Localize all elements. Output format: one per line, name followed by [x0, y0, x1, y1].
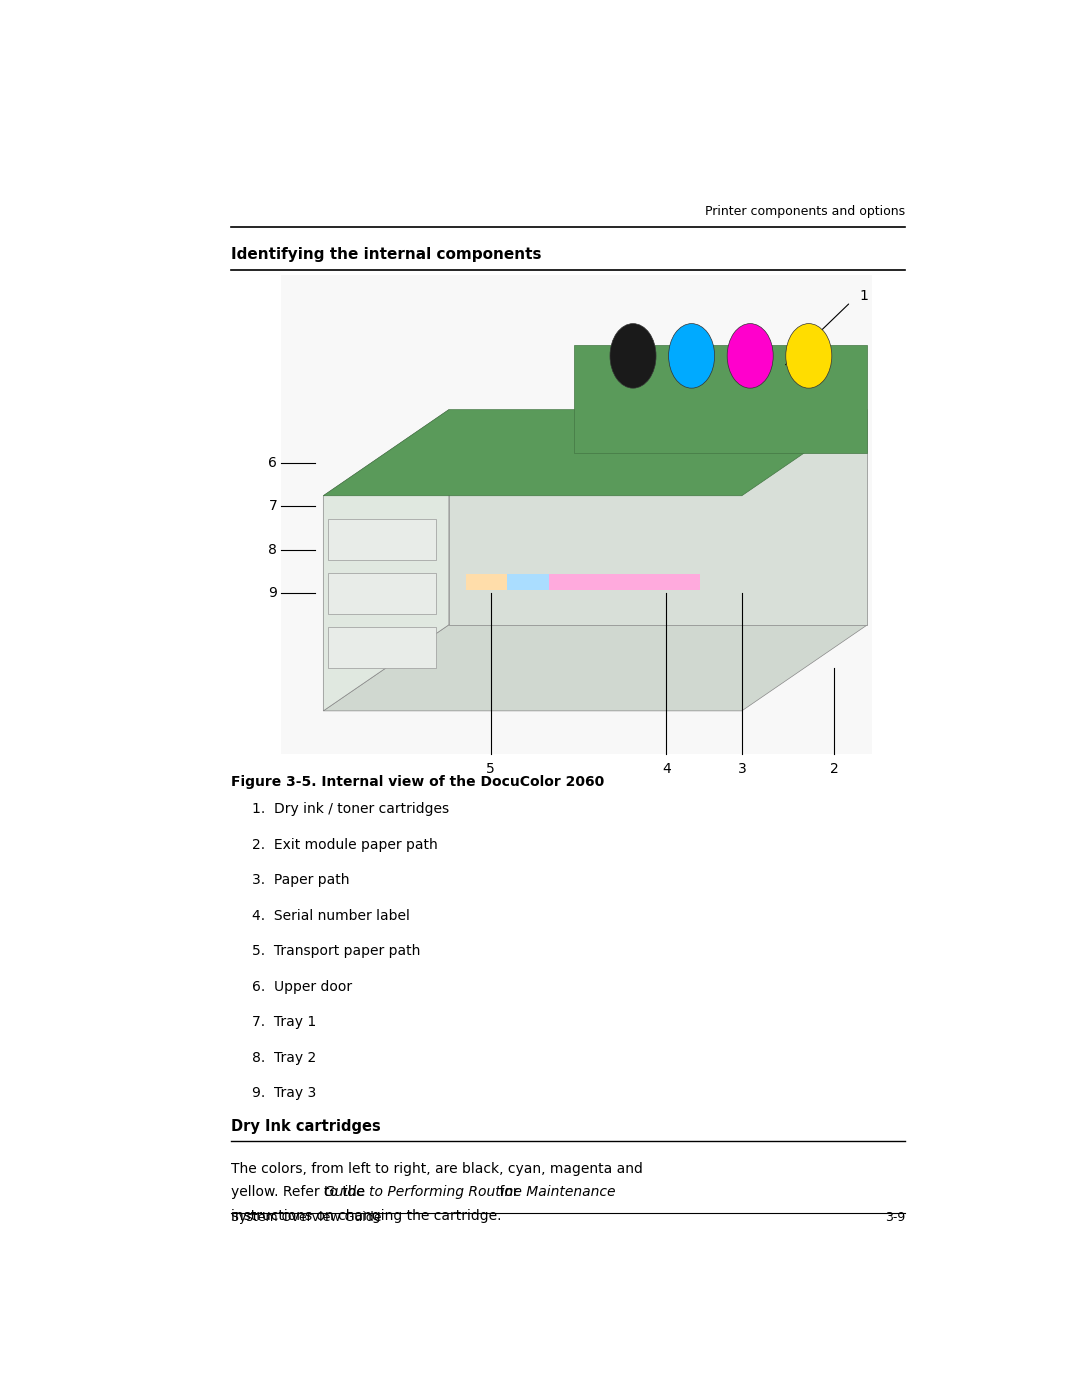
Text: Dry Ink cartridges: Dry Ink cartridges	[231, 1119, 381, 1133]
Text: 5.  Transport paper path: 5. Transport paper path	[253, 944, 420, 958]
Text: Printer components and options: Printer components and options	[705, 205, 905, 218]
Text: instructions on changing the cartridge.: instructions on changing the cartridge.	[231, 1208, 502, 1222]
Text: 3.  Paper path: 3. Paper path	[253, 873, 350, 887]
Text: 1.  Dry ink / toner cartridges: 1. Dry ink / toner cartridges	[253, 802, 449, 816]
Text: 4.  Serial number label: 4. Serial number label	[253, 909, 410, 923]
Ellipse shape	[669, 324, 715, 388]
Polygon shape	[449, 409, 867, 624]
Polygon shape	[323, 409, 867, 496]
Text: Figure 3-5. Internal view of the DocuColor 2060: Figure 3-5. Internal view of the DocuCol…	[231, 775, 605, 789]
Bar	[282, 275, 872, 754]
Text: 9.  Tray 3: 9. Tray 3	[253, 1087, 316, 1101]
Text: for: for	[495, 1185, 518, 1199]
Text: Identifying the internal components: Identifying the internal components	[231, 247, 542, 263]
Bar	[327, 520, 436, 560]
Text: 7: 7	[269, 500, 278, 514]
Ellipse shape	[786, 324, 832, 388]
Polygon shape	[575, 345, 867, 453]
Text: 1: 1	[859, 289, 868, 303]
Bar	[327, 573, 436, 615]
Polygon shape	[323, 409, 449, 711]
Text: 3: 3	[738, 763, 746, 777]
Text: yellow. Refer to the: yellow. Refer to the	[231, 1185, 369, 1199]
Text: 7.  Tray 1: 7. Tray 1	[253, 1016, 316, 1030]
FancyArrow shape	[550, 574, 700, 590]
Text: 8.  Tray 2: 8. Tray 2	[253, 1051, 316, 1065]
FancyArrow shape	[465, 574, 617, 590]
Polygon shape	[323, 624, 867, 711]
Text: System Overview Guide: System Overview Guide	[231, 1211, 381, 1224]
Bar	[327, 627, 436, 668]
Text: 8: 8	[269, 542, 278, 556]
Text: 2: 2	[829, 763, 838, 777]
FancyArrow shape	[508, 574, 658, 590]
Text: 6.  Upper door: 6. Upper door	[253, 979, 352, 993]
Text: 3-9: 3-9	[885, 1211, 905, 1224]
Ellipse shape	[610, 324, 656, 388]
Text: 9: 9	[269, 585, 278, 599]
Ellipse shape	[727, 324, 773, 388]
Text: 4: 4	[662, 763, 671, 777]
Text: 5: 5	[486, 763, 495, 777]
Text: The colors, from left to right, are black, cyan, magenta and: The colors, from left to right, are blac…	[231, 1161, 643, 1176]
Text: Guide to Performing Routine Maintenance: Guide to Performing Routine Maintenance	[324, 1185, 615, 1199]
Text: 2.  Exit module paper path: 2. Exit module paper path	[253, 838, 437, 852]
Text: 6: 6	[269, 457, 278, 471]
